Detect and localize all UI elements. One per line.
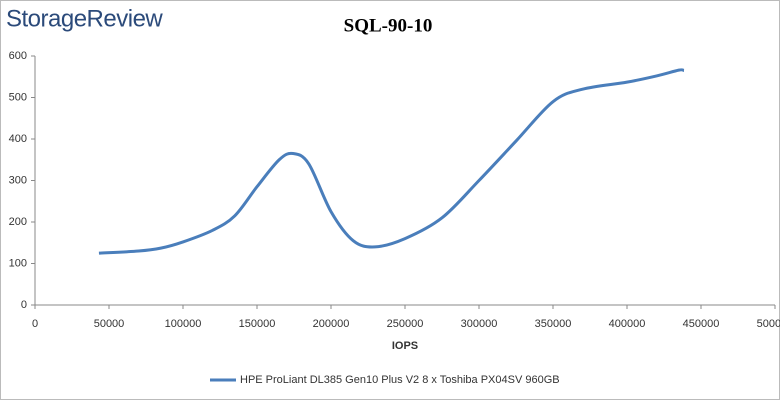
y-tick-label: 400 [9, 133, 27, 145]
x-tick-label: 50000 [94, 318, 125, 330]
x-tick-label: 350000 [535, 318, 572, 330]
y-tick-label: 600 [9, 50, 27, 62]
legend-label: HPE ProLiant DL385 Gen10 Plus V2 8 x Tos… [240, 374, 560, 386]
x-tick-label: 250000 [387, 318, 424, 330]
y-tick-label: 100 [9, 257, 27, 269]
x-tick-label: 150000 [239, 318, 276, 330]
series-line [98, 68, 685, 255]
x-tick-label: 0 [32, 318, 38, 330]
y-tick-label: 200 [9, 216, 27, 228]
x-tick-label: 500000 [757, 318, 780, 330]
x-tick-label: 100000 [165, 318, 202, 330]
brand-logo: StorageReview [6, 5, 163, 32]
x-tick-label: 300000 [461, 318, 498, 330]
chart-title: SQL-90-10 [344, 15, 433, 36]
x-axis-label: IOPS [392, 340, 418, 352]
y-tick-label: 300 [9, 174, 27, 186]
x-tick-label: 200000 [313, 318, 350, 330]
x-tick-label: 400000 [609, 318, 646, 330]
y-tick-label: 0 [21, 299, 27, 311]
x-tick-label: 450000 [683, 318, 720, 330]
y-tick-label: 500 [9, 91, 27, 103]
